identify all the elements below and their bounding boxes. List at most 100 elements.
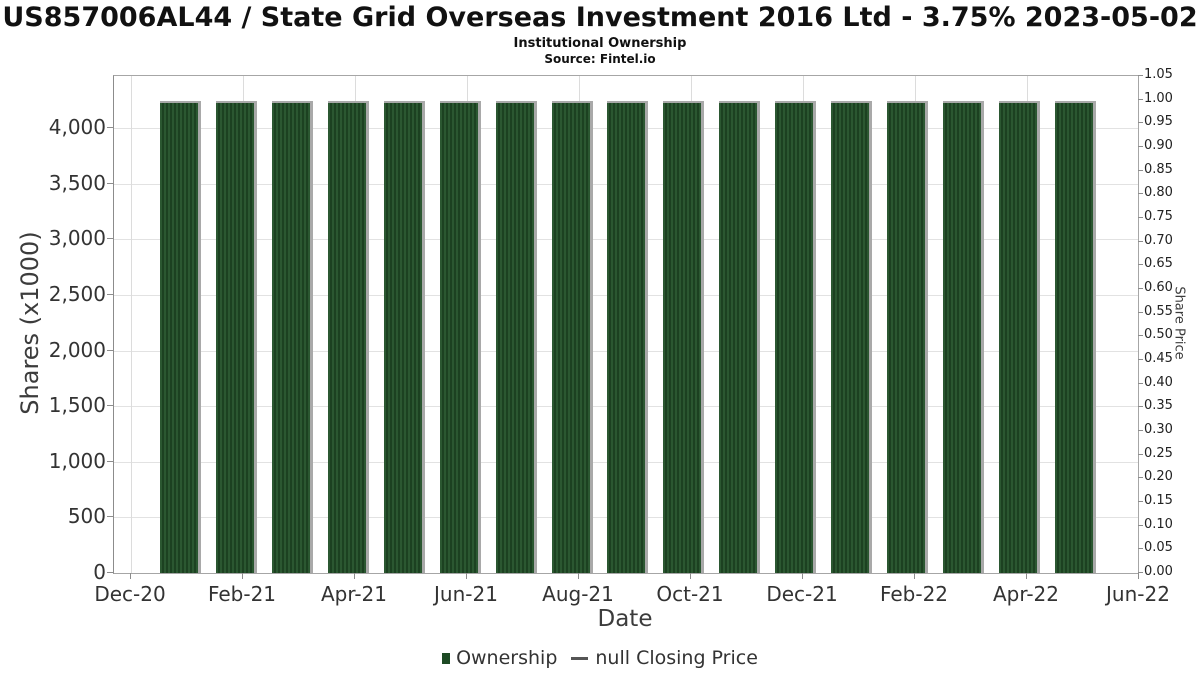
y-left-tick-label: 0 <box>93 560 106 584</box>
ownership-bar[interactable] <box>160 101 198 573</box>
y-right-tick-label: 0.80 <box>1144 185 1173 201</box>
x-tick-mark <box>466 573 467 579</box>
v-gridline <box>131 76 132 573</box>
y-right-tick-mark <box>1138 169 1143 171</box>
y-right-tick-label: 0.05 <box>1144 540 1173 556</box>
y-left-tick-mark <box>107 182 113 184</box>
y-right-tick-mark <box>1138 453 1143 455</box>
y-left-tick-label: 3,000 <box>48 226 106 251</box>
ownership-bar[interactable] <box>271 101 310 573</box>
y-right-tick-mark <box>1138 430 1143 431</box>
ownership-bar[interactable] <box>998 101 1037 573</box>
y-left-tick-mark <box>107 294 113 296</box>
x-tick-mark <box>914 573 915 579</box>
ownership-legend-marker-icon <box>442 652 451 664</box>
y-right-tick-mark <box>1138 146 1143 147</box>
ownership-bar[interactable] <box>495 101 534 573</box>
y-right-tick-label: 0.65 <box>1144 256 1173 272</box>
y-left-tick-mark <box>107 572 113 573</box>
y-right-tick-label: 0.75 <box>1144 209 1173 224</box>
ownership-bar[interactable] <box>327 101 366 573</box>
y-right-tick-label: 1.05 <box>1144 67 1173 82</box>
ownership-bar[interactable] <box>551 101 590 573</box>
closing-price-legend-label[interactable]: null Closing Price <box>595 647 758 669</box>
x-tick-mark <box>690 573 691 579</box>
y-right-tick-label: 0.30 <box>1144 422 1173 437</box>
x-tick-mark <box>1138 573 1139 579</box>
y-left-tick-mark <box>107 516 113 518</box>
y-right-tick-label: 0.35 <box>1144 398 1173 414</box>
y-axis-label-right: Share Price <box>1171 286 1187 360</box>
y-right-tick-label: 0.55 <box>1144 303 1173 319</box>
y-right-tick-label: 0.20 <box>1144 469 1173 485</box>
y-right-tick-mark <box>1138 240 1143 242</box>
chart-source: Source: Fintel.io <box>544 52 656 66</box>
y-right-tick-label: 0.70 <box>1144 232 1173 248</box>
x-tick-mark <box>578 573 579 579</box>
y-left-tick-label: 3,500 <box>48 170 106 195</box>
x-tick-label: Feb-21 <box>207 582 277 606</box>
y-right-tick-label: 0.95 <box>1144 114 1173 130</box>
y-left-tick-label: 500 <box>67 504 106 529</box>
y-right-tick-mark <box>1138 335 1143 337</box>
ownership-bar[interactable] <box>607 101 646 573</box>
x-tick-label: Dec-21 <box>766 582 838 606</box>
x-tick-label: Jun-21 <box>434 582 498 606</box>
y-right-tick-label: 0.90 <box>1144 138 1173 153</box>
x-tick-mark <box>1026 573 1027 579</box>
x-tick-mark <box>354 573 355 579</box>
y-axis-label-left: Shares (x1000) <box>16 231 44 415</box>
chart-title: US857006AL44 / State Grid Overseas Inves… <box>2 2 1198 33</box>
y-right-tick-mark <box>1138 98 1143 100</box>
y-right-tick-label: 0.40 <box>1144 374 1173 390</box>
y-right-tick-mark <box>1138 217 1143 218</box>
ownership-legend-label[interactable]: Ownership <box>456 647 558 669</box>
y-left-tick-mark <box>107 127 113 129</box>
closing-price-legend-marker-icon <box>571 656 589 660</box>
ownership-bar[interactable] <box>1054 101 1093 573</box>
y-right-tick-label: 0.50 <box>1144 327 1173 343</box>
y-right-tick-mark <box>1138 382 1143 384</box>
y-left-tick-mark <box>107 238 113 240</box>
ownership-bar[interactable] <box>943 101 982 573</box>
ownership-bar[interactable] <box>383 101 422 573</box>
x-axis-label: Date <box>597 606 653 632</box>
y-right-tick-label: 0.25 <box>1144 445 1173 461</box>
y-right-tick-label: 0.15 <box>1144 493 1173 508</box>
ownership-bar[interactable] <box>439 101 478 573</box>
y-right-tick-label: 0.00 <box>1144 564 1173 579</box>
y-left-tick-mark <box>107 349 113 351</box>
y-right-tick-mark <box>1138 501 1143 502</box>
y-right-tick-mark <box>1138 406 1143 408</box>
x-tick-label: Aug-21 <box>542 582 614 606</box>
y-right-tick-label: 1.00 <box>1144 90 1173 106</box>
x-tick-mark <box>130 573 131 579</box>
y-left-tick-label: 4,000 <box>48 115 106 140</box>
y-left-tick-label: 2,000 <box>48 337 106 362</box>
chart-subtitle: Institutional Ownership <box>513 36 687 51</box>
y-right-tick-mark <box>1138 75 1143 76</box>
y-right-tick-mark <box>1138 524 1143 526</box>
x-tick-label: Apr-22 <box>993 582 1059 606</box>
x-tick-mark <box>242 573 243 579</box>
y-right-tick-mark <box>1138 122 1143 124</box>
ownership-bar[interactable] <box>831 101 870 573</box>
y-left-tick-label: 1,000 <box>48 448 106 473</box>
x-tick-label: Feb-22 <box>879 582 949 606</box>
x-tick-label: Oct-21 <box>656 582 724 606</box>
ownership-bar[interactable] <box>663 101 702 573</box>
y-left-tick-mark <box>107 460 113 462</box>
y-right-tick-label: 0.10 <box>1144 516 1173 532</box>
y-right-tick-label: 0.45 <box>1144 351 1173 366</box>
x-tick-label: Dec-20 <box>94 582 166 606</box>
ownership-bar[interactable] <box>719 101 758 573</box>
y-right-tick-mark <box>1138 477 1143 479</box>
ownership-bar[interactable] <box>215 101 254 573</box>
ownership-bar[interactable] <box>887 101 926 573</box>
ownership-bar[interactable] <box>775 101 814 573</box>
y-right-tick-label: 0.60 <box>1144 280 1173 295</box>
y-right-tick-label: 0.85 <box>1144 161 1173 177</box>
x-tick-label: Jun-22 <box>1106 582 1170 606</box>
y-left-tick-label: 2,500 <box>48 282 106 307</box>
